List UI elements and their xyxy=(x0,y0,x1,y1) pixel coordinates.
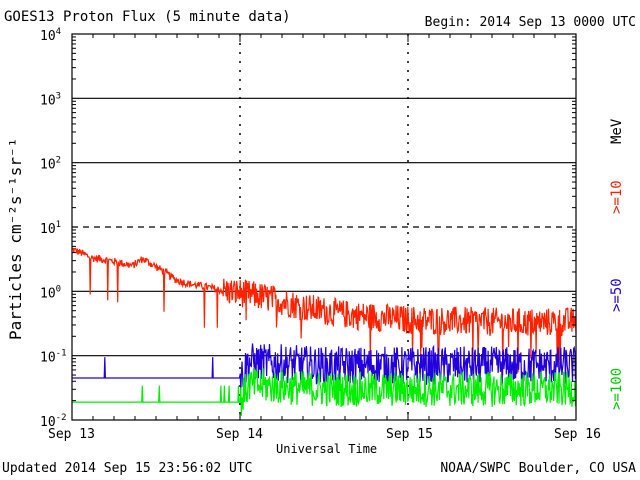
y-tick-label: 103 xyxy=(40,91,61,108)
y-tick-label: 10-2 xyxy=(40,413,67,430)
legend-entry-10mev: >=10 xyxy=(609,180,625,214)
series-line xyxy=(71,247,577,376)
x-tick-label-0: Sep 13 xyxy=(48,427,95,442)
updated-time: Updated 2014 Sep 15 23:56:02 UTC xyxy=(2,461,253,476)
credit: NOAA/SWPC Boulder, CO USA xyxy=(440,461,636,476)
begin-time: Begin: 2014 Sep 13 0000 UTC xyxy=(424,15,636,30)
legend-entry-50mev: >=50 xyxy=(609,278,625,312)
x-tick-label-3: Sep 16 xyxy=(554,427,601,442)
x-tick-label-2: Sep 15 xyxy=(386,427,433,442)
x-tick-label-1: Sep 14 xyxy=(216,427,263,442)
y-tick-label: 102 xyxy=(40,156,61,173)
legend-unit: MeV xyxy=(609,118,625,144)
y-tick-label: 10-1 xyxy=(40,349,67,366)
chart-title: GOES13 Proton Flux (5 minute data) xyxy=(4,9,291,25)
y-axis-label: Particles cm⁻²s⁻¹sr⁻¹ xyxy=(6,137,25,340)
y-tick-label: 100 xyxy=(40,284,61,301)
y-tick-label: 104 xyxy=(40,27,61,44)
series-line xyxy=(72,367,577,416)
y-tick-label: 101 xyxy=(40,220,61,237)
legend-entry-100mev: >=100 xyxy=(609,367,625,410)
x-axis-label: Universal Time xyxy=(276,442,378,456)
